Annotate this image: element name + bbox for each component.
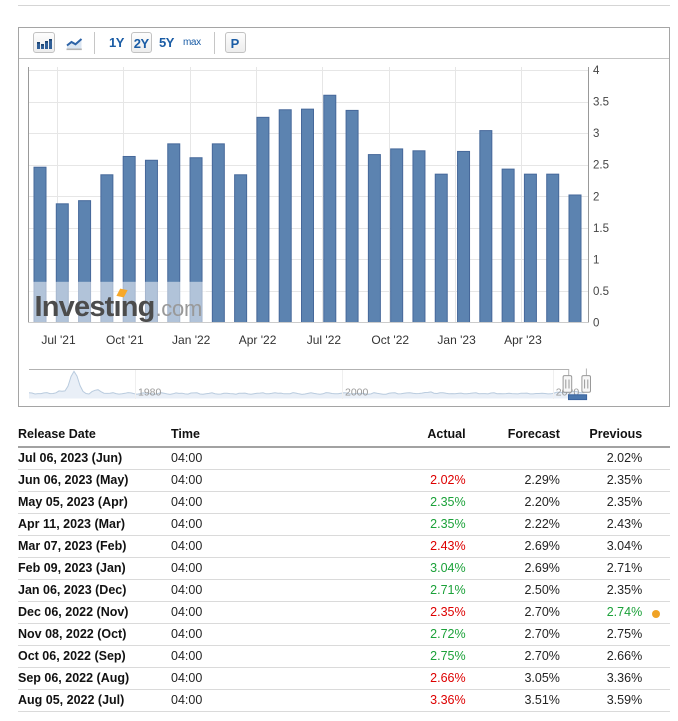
svg-text:1: 1 <box>593 254 599 266</box>
svg-text:Oct '21: Oct '21 <box>106 333 144 347</box>
svg-text:2: 2 <box>593 191 599 203</box>
svg-text:2.5: 2.5 <box>593 160 609 172</box>
svg-text:Apr '23: Apr '23 <box>504 333 542 347</box>
svg-text:Oct '22: Oct '22 <box>371 333 409 347</box>
svg-text:4: 4 <box>593 65 600 77</box>
svg-text:3.5: 3.5 <box>593 97 609 109</box>
svg-text:Jan '23: Jan '23 <box>437 333 476 347</box>
svg-text:Jan '22: Jan '22 <box>172 333 211 347</box>
svg-text:1980: 1980 <box>138 386 162 398</box>
svg-text:3: 3 <box>593 128 599 140</box>
svg-text:2000: 2000 <box>345 386 369 398</box>
svg-text:1.5: 1.5 <box>593 223 609 235</box>
svg-text:.com: .com <box>156 296 202 321</box>
svg-text:Apr '22: Apr '22 <box>239 333 277 347</box>
svg-text:Jul '22: Jul '22 <box>307 333 342 347</box>
svg-text:0.5: 0.5 <box>593 286 609 298</box>
svg-text:Investıng: Investıng <box>35 291 155 323</box>
svg-text:Jul '21: Jul '21 <box>41 333 76 347</box>
svg-text:0: 0 <box>593 318 599 330</box>
